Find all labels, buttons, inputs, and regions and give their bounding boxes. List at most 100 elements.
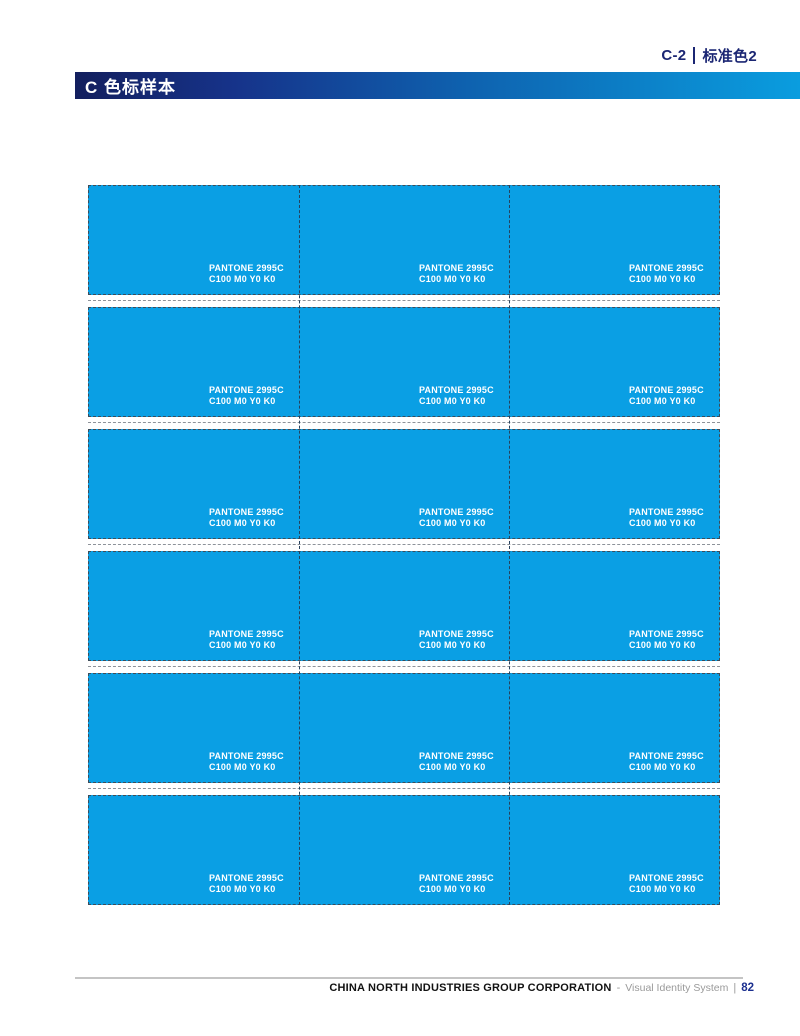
section-label: C-2 标准色2 (661, 45, 757, 66)
swatch-pantone-name: PANTONE 2995C (629, 385, 704, 395)
swatch-cmyk-value: C100 M0 Y0 K0 (209, 274, 276, 284)
swatch-cell: PANTONE 2995C C100 M0 Y0 K0 (299, 552, 509, 660)
swatch-pantone-name: PANTONE 2995C (209, 263, 284, 273)
swatch-strip: PANTONE 2995C C100 M0 Y0 K0 PANTONE 2995C C… (88, 307, 720, 417)
swatch-label: PANTONE 2995C C100 M0 Y0 K0 (209, 385, 284, 407)
swatch-strip: PANTONE 2995C C100 M0 Y0 K0 PANTONE 2995C C… (88, 185, 720, 295)
swatch-cell: PANTONE 2995C C100 M0 Y0 K0 (89, 552, 299, 660)
swatch-cmyk-value: C100 M0 Y0 K0 (419, 274, 486, 284)
swatch-pantone-name: PANTONE 2995C (629, 629, 704, 639)
swatch-cmyk-value: C100 M0 Y0 K0 (419, 640, 486, 650)
section-label-code: C-2 (661, 47, 687, 64)
swatch-label: PANTONE 2995C C100 M0 Y0 K0 (419, 507, 494, 529)
swatch-cell: PANTONE 2995C C100 M0 Y0 K0 (89, 186, 299, 294)
swatch-cmyk-value: C100 M0 Y0 K0 (419, 518, 486, 528)
cut-line-vertical (298, 185, 300, 905)
footer-rule (75, 977, 743, 979)
swatch-cmyk-value: C100 M0 Y0 K0 (209, 762, 276, 772)
swatch-cmyk-value: C100 M0 Y0 K0 (209, 640, 276, 650)
swatch-cmyk-value: C100 M0 Y0 K0 (419, 762, 486, 772)
swatch-cell: PANTONE 2995C C100 M0 Y0 K0 (89, 430, 299, 538)
swatch-pantone-name: PANTONE 2995C (629, 263, 704, 273)
section-label-title: 标准色2 (702, 48, 757, 65)
swatch-cmyk-value: C100 M0 Y0 K0 (419, 884, 486, 894)
swatch-pantone-name: PANTONE 2995C (419, 751, 494, 761)
swatch-strip: PANTONE 2995C C100 M0 Y0 K0 PANTONE 2995C C… (88, 795, 720, 905)
swatch-cmyk-value: C100 M0 Y0 K0 (629, 396, 696, 406)
footer-system-name: Visual Identity System (625, 982, 729, 994)
swatch-label: PANTONE 2995C C100 M0 Y0 K0 (629, 751, 704, 773)
footer-divider: | (733, 982, 737, 994)
swatch-label: PANTONE 2995C C100 M0 Y0 K0 (419, 263, 494, 285)
swatch-label: PANTONE 2995C C100 M0 Y0 K0 (209, 629, 284, 651)
swatch-pantone-name: PANTONE 2995C (419, 263, 494, 273)
page-title: C 色标样本 (85, 78, 176, 97)
swatch-label: PANTONE 2995C C100 M0 Y0 K0 (629, 507, 704, 529)
swatch-label: PANTONE 2995C C100 M0 Y0 K0 (629, 873, 704, 895)
swatch-label: PANTONE 2995C C100 M0 Y0 K0 (209, 751, 284, 773)
swatch-label: PANTONE 2995C C100 M0 Y0 K0 (209, 873, 284, 895)
swatch-cmyk-value: C100 M0 Y0 K0 (629, 762, 696, 772)
swatch-cmyk-value: C100 M0 Y0 K0 (209, 396, 276, 406)
swatch-label: PANTONE 2995C C100 M0 Y0 K0 (419, 751, 494, 773)
swatch-pantone-name: PANTONE 2995C (209, 873, 284, 883)
swatch-cmyk-value: C100 M0 Y0 K0 (209, 518, 276, 528)
swatch-cell: PANTONE 2995C C100 M0 Y0 K0 (509, 674, 719, 782)
swatch-pantone-name: PANTONE 2995C (419, 507, 494, 517)
swatch-cell: PANTONE 2995C C100 M0 Y0 K0 (509, 308, 719, 416)
swatch-strip: PANTONE 2995C C100 M0 Y0 K0 PANTONE 2995C C… (88, 429, 720, 539)
footer-separator: - (616, 982, 621, 994)
swatch-label: PANTONE 2995C C100 M0 Y0 K0 (209, 507, 284, 529)
swatch-cell: PANTONE 2995C C100 M0 Y0 K0 (89, 308, 299, 416)
swatch-cell: PANTONE 2995C C100 M0 Y0 K0 (509, 796, 719, 904)
swatch-strip: PANTONE 2995C C100 M0 Y0 K0 PANTONE 2995C C… (88, 673, 720, 783)
swatch-cell: PANTONE 2995C C100 M0 Y0 K0 (509, 430, 719, 538)
swatch-cmyk-value: C100 M0 Y0 K0 (209, 884, 276, 894)
swatch-cmyk-value: C100 M0 Y0 K0 (629, 640, 696, 650)
swatch-label: PANTONE 2995C C100 M0 Y0 K0 (209, 263, 284, 285)
section-label-divider (693, 47, 696, 64)
swatch-pantone-name: PANTONE 2995C (629, 751, 704, 761)
swatch-pantone-name: PANTONE 2995C (629, 873, 704, 883)
swatch-pantone-name: PANTONE 2995C (419, 629, 494, 639)
swatch-cmyk-value: C100 M0 Y0 K0 (629, 884, 696, 894)
footer-company: CHINA NORTH INDUSTRIES GROUP CORPORATION (329, 982, 612, 994)
swatch-cell: PANTONE 2995C C100 M0 Y0 K0 (299, 308, 509, 416)
swatch-pantone-name: PANTONE 2995C (419, 873, 494, 883)
cut-line-horizontal-gap (88, 783, 720, 795)
swatch-label: PANTONE 2995C C100 M0 Y0 K0 (419, 385, 494, 407)
swatch-cell: PANTONE 2995C C100 M0 Y0 K0 (509, 186, 719, 294)
swatch-cell: PANTONE 2995C C100 M0 Y0 K0 (509, 552, 719, 660)
footer: CHINA NORTH INDUSTRIES GROUP CORPORATION… (329, 982, 754, 994)
cut-line-horizontal-gap (88, 417, 720, 429)
swatch-grid: PANTONE 2995C C100 M0 Y0 K0 PANTONE 2995C C… (88, 185, 720, 905)
swatch-pantone-name: PANTONE 2995C (629, 507, 704, 517)
swatch-cell: PANTONE 2995C C100 M0 Y0 K0 (299, 796, 509, 904)
cut-line-horizontal-gap (88, 661, 720, 673)
page-number: 82 (741, 982, 754, 994)
header-bar: C 色标样本 (75, 72, 800, 99)
swatch-cmyk-value: C100 M0 Y0 K0 (419, 396, 486, 406)
cut-line-vertical (509, 185, 511, 905)
swatch-label: PANTONE 2995C C100 M0 Y0 K0 (419, 873, 494, 895)
swatch-pantone-name: PANTONE 2995C (419, 385, 494, 395)
swatch-label: PANTONE 2995C C100 M0 Y0 K0 (419, 629, 494, 651)
swatch-cell: PANTONE 2995C C100 M0 Y0 K0 (299, 674, 509, 782)
swatch-pantone-name: PANTONE 2995C (209, 507, 284, 517)
cut-line-horizontal-gap (88, 295, 720, 307)
swatch-label: PANTONE 2995C C100 M0 Y0 K0 (629, 263, 704, 285)
swatch-cell: PANTONE 2995C C100 M0 Y0 K0 (299, 186, 509, 294)
swatch-cell: PANTONE 2995C C100 M0 Y0 K0 (89, 796, 299, 904)
swatch-cmyk-value: C100 M0 Y0 K0 (629, 274, 696, 284)
swatch-pantone-name: PANTONE 2995C (209, 629, 284, 639)
swatch-label: PANTONE 2995C C100 M0 Y0 K0 (629, 629, 704, 651)
swatch-strip: PANTONE 2995C C100 M0 Y0 K0 PANTONE 2995C C… (88, 551, 720, 661)
swatch-cmyk-value: C100 M0 Y0 K0 (629, 518, 696, 528)
swatch-pantone-name: PANTONE 2995C (209, 751, 284, 761)
swatch-cell: PANTONE 2995C C100 M0 Y0 K0 (299, 430, 509, 538)
cut-line-horizontal-gap (88, 539, 720, 551)
swatch-pantone-name: PANTONE 2995C (209, 385, 284, 395)
swatch-label: PANTONE 2995C C100 M0 Y0 K0 (629, 385, 704, 407)
swatch-cell: PANTONE 2995C C100 M0 Y0 K0 (89, 674, 299, 782)
